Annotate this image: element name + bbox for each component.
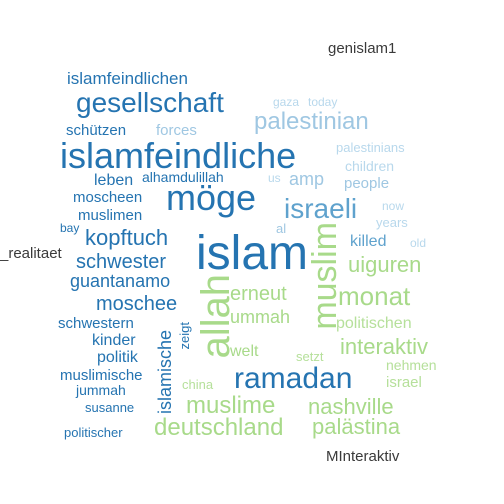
word-gaza: gaza <box>273 95 300 109</box>
word-al: al <box>276 221 287 236</box>
word-genislam1: genislam1 <box>328 40 397 57</box>
word-moege: möge <box>166 177 257 218</box>
word-israel: israel <box>386 374 422 391</box>
word-schwester: schwester <box>76 251 167 273</box>
word-china: china <box>182 377 214 392</box>
word-politischen: politischen <box>336 315 412 332</box>
word-politik: politik <box>97 349 138 366</box>
word-interaktiv: interaktiv <box>340 334 429 359</box>
word-gesellschaft: gesellschaft <box>76 87 224 118</box>
word-kopftuch: kopftuch <box>85 225 169 250</box>
word-islamfeindlichen: islamfeindlichen <box>67 69 188 88</box>
word-welt: welt <box>230 343 259 360</box>
word-now: now <box>382 199 405 213</box>
word-people: people <box>344 175 390 192</box>
word-moschee: moschee <box>96 293 178 315</box>
word-politischer: politischer <box>64 425 123 440</box>
word-today: today <box>308 95 338 109</box>
word-killed: killed <box>350 233 387 250</box>
word-jummah: jummah <box>76 382 126 398</box>
word-islamfeindliche: islamfeindliche <box>60 135 297 176</box>
word-kinder: kinder <box>92 332 136 349</box>
word-palestinian: palestinian <box>254 108 369 135</box>
word-old: old <box>410 236 427 250</box>
word-bay: bay <box>60 221 80 235</box>
word-islamische: islamische <box>155 330 175 415</box>
word-guantanamo: guantanamo <box>70 271 171 291</box>
word-minteraktiv: MInteraktiv <box>326 448 400 465</box>
word-moscheen: moscheen <box>73 189 143 206</box>
word-nashville: nashville <box>308 394 394 419</box>
word-palestinians: palestinians <box>336 140 405 155</box>
word-deutschland: deutschland <box>154 414 284 441</box>
word-forces: forces <box>156 122 197 139</box>
word-nehmen: nehmen <box>386 357 437 373</box>
word-leben: leben <box>94 172 134 189</box>
word-ramadan: ramadan <box>234 362 353 395</box>
word-children: children <box>345 158 395 174</box>
word-years: years <box>376 215 408 230</box>
word-monat: monat <box>338 281 411 311</box>
word-setzt: setzt <box>296 349 324 364</box>
word-schwestern: schwestern <box>58 315 134 332</box>
word-islam: islam <box>196 227 309 280</box>
word-realitaet: _realitaet <box>0 245 62 262</box>
word-alhamdulillah: alhamdulillah <box>142 169 224 185</box>
word-amp: amp <box>289 169 325 189</box>
word-schutzen: schützen <box>66 122 127 139</box>
word-muslimen: muslimen <box>78 207 143 224</box>
word-ummah: ummah <box>230 307 291 327</box>
word-muslimische: muslimische <box>60 367 143 384</box>
word-palaestina: palästina <box>312 414 401 439</box>
word-muslim: muslim <box>306 222 344 330</box>
word-zeigt: zeigt <box>177 322 192 350</box>
word-israeli: israeli <box>284 193 358 224</box>
word-erneut: erneut <box>230 283 287 305</box>
word-us: us <box>268 171 281 185</box>
word-uiguren: uiguren <box>348 252 422 277</box>
word-muslime: muslime <box>186 392 276 419</box>
word-susanne: susanne <box>85 400 135 415</box>
